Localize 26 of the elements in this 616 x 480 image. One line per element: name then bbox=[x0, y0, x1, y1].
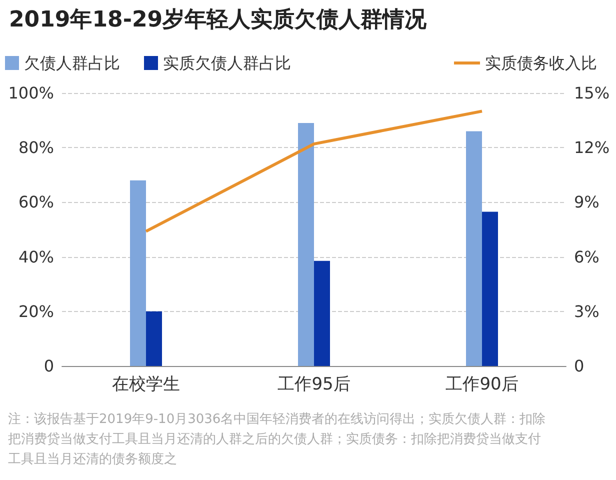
text: 注：该报告基于2019年9-10月3036名中国年轻消费者的在线访问得出；实质欠债人群：扣除把消费贷当做支付工具且当月还清的人群之后的欠债人群；实质债务：扣除把消费贷当做支付工具且当月还清的债务额度之 bbox=[8, 411, 547, 469]
y2-tick-label: 0 bbox=[574, 356, 584, 376]
y-tick-label: 40% bbox=[18, 247, 54, 266]
x-tick-label: 工作95后 bbox=[278, 374, 350, 394]
bar bbox=[466, 131, 482, 366]
y2-tick-label: 12% bbox=[574, 138, 610, 158]
y-tick-label: 60% bbox=[18, 192, 54, 212]
y2-tick-label: 9% bbox=[574, 192, 600, 212]
chart-title: 2019年18-29岁年轻人实质欠债人群情况 bbox=[9, 6, 428, 32]
y-tick-label: 100% bbox=[8, 84, 54, 102]
y-tick-label: 80% bbox=[18, 138, 54, 158]
y2-tick-label: 3% bbox=[574, 302, 600, 321]
y-tick-label: 0 bbox=[44, 356, 54, 376]
legend-label: 实质债务收入比 bbox=[485, 54, 597, 72]
bar bbox=[482, 212, 498, 366]
y2-tick-label: 15% bbox=[574, 84, 610, 102]
y2-tick-label: 6% bbox=[574, 247, 600, 266]
y-tick-label: 20% bbox=[18, 302, 54, 321]
bar bbox=[314, 260, 330, 366]
legend-label: 实质欠债人群占比 bbox=[163, 54, 291, 72]
bar bbox=[130, 180, 146, 366]
x-tick-label: 工作90后 bbox=[446, 374, 518, 394]
x-tick-label: 在校学生 bbox=[112, 374, 180, 394]
bar bbox=[146, 311, 162, 366]
bar bbox=[298, 123, 314, 366]
legend-label: 欠债人群占比 bbox=[24, 54, 120, 72]
